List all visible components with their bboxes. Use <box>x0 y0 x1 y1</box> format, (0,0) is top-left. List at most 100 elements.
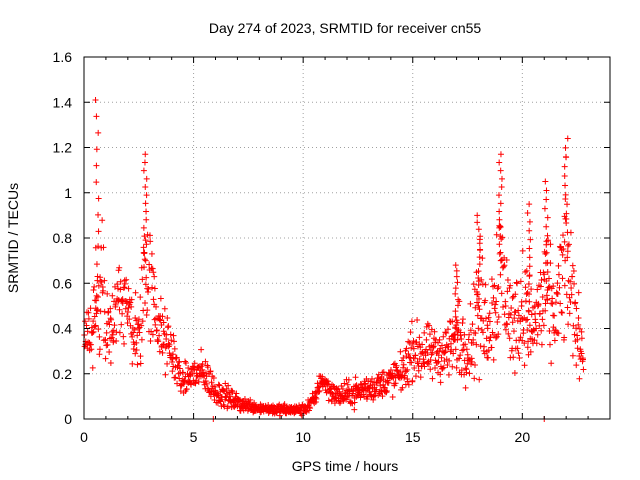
data-point <box>486 318 493 325</box>
data-point <box>458 367 465 374</box>
data-point <box>564 254 571 261</box>
data-point <box>411 365 418 372</box>
data-point <box>564 135 571 142</box>
data-point <box>397 348 404 355</box>
data-point <box>128 296 135 303</box>
data-point <box>573 362 580 369</box>
data-point <box>161 305 168 312</box>
data-point <box>527 348 534 355</box>
data-point <box>121 340 128 347</box>
data-point <box>564 229 571 236</box>
data-point <box>434 359 441 366</box>
data-point <box>549 295 556 302</box>
data-point <box>414 317 421 324</box>
data-point <box>509 294 516 301</box>
data-point <box>122 305 129 312</box>
data-point <box>156 316 163 323</box>
data-point <box>399 384 406 391</box>
data-point <box>426 331 433 338</box>
data-point <box>204 364 211 371</box>
data-point <box>560 232 567 239</box>
data-point <box>452 308 459 315</box>
data-point <box>112 301 119 308</box>
data-point <box>541 205 548 212</box>
data-point <box>456 355 463 362</box>
data-point <box>426 322 433 329</box>
data-point <box>476 376 483 383</box>
data-point <box>423 336 430 343</box>
data-point <box>576 375 583 382</box>
data-point <box>176 358 183 365</box>
data-point <box>417 374 424 381</box>
data-point <box>505 330 512 337</box>
data-point <box>571 331 578 338</box>
data-point <box>452 313 459 320</box>
data-point <box>479 329 486 336</box>
data-point <box>153 303 160 310</box>
data-point <box>103 342 110 349</box>
data-point <box>128 303 135 310</box>
data-point <box>526 272 533 279</box>
chart-title: Day 274 of 2023, SRMTID for receiver cn5… <box>209 20 482 36</box>
data-point <box>225 382 232 389</box>
data-point <box>134 361 141 368</box>
data-point <box>183 360 190 367</box>
data-point <box>476 254 483 261</box>
data-point <box>117 278 124 285</box>
data-point <box>132 314 139 321</box>
data-point <box>512 291 519 298</box>
data-point <box>538 277 545 284</box>
data-point <box>543 277 550 284</box>
data-point <box>362 380 369 387</box>
data-point <box>503 257 510 264</box>
data-point <box>90 318 97 325</box>
data-point <box>210 375 217 382</box>
data-point <box>500 263 507 270</box>
data-point <box>444 362 451 369</box>
data-point <box>100 287 107 294</box>
data-point <box>546 341 553 348</box>
data-point <box>172 374 179 381</box>
data-point <box>389 394 396 401</box>
data-point <box>400 364 407 371</box>
data-point <box>379 393 386 400</box>
data-point <box>528 311 535 318</box>
data-point <box>322 377 329 384</box>
data-point <box>536 310 543 317</box>
data-point <box>510 328 517 335</box>
data-point <box>146 261 153 268</box>
data-point <box>121 284 128 291</box>
data-point <box>543 241 550 248</box>
data-point <box>559 275 566 282</box>
data-point <box>140 244 147 251</box>
data-point <box>524 316 531 323</box>
data-point <box>565 241 572 248</box>
data-point <box>493 333 500 340</box>
data-point <box>160 319 167 326</box>
data-point <box>140 167 147 174</box>
data-point <box>119 310 126 317</box>
data-point <box>490 283 497 290</box>
data-point <box>542 300 549 307</box>
data-point <box>565 321 572 328</box>
data-point <box>488 276 495 283</box>
data-point <box>470 281 477 288</box>
data-point <box>496 250 503 257</box>
data-point <box>229 389 236 396</box>
data-point <box>102 337 109 344</box>
data-point <box>99 217 106 224</box>
data-point <box>531 337 538 344</box>
data-point <box>547 241 554 248</box>
data-point <box>442 329 449 336</box>
data-point <box>93 113 100 120</box>
data-point <box>544 268 551 275</box>
data-point <box>479 255 486 262</box>
data-point <box>486 337 493 344</box>
data-point <box>477 343 484 350</box>
data-point <box>439 365 446 372</box>
y-tick-label: 0.8 <box>53 230 73 246</box>
data-point <box>463 346 470 353</box>
data-point <box>390 361 397 368</box>
data-point <box>195 378 202 385</box>
data-point <box>341 380 348 387</box>
